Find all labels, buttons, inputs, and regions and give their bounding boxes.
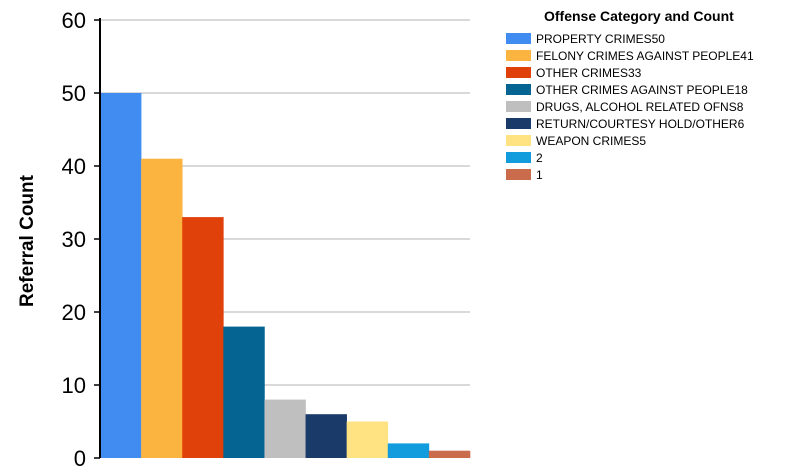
bar bbox=[346, 421, 389, 458]
legend-label: 2 bbox=[536, 150, 543, 165]
bar bbox=[182, 217, 224, 458]
legend-item: OTHER CRIMES AGAINST PEOPLE18 bbox=[506, 81, 790, 98]
legend-swatch bbox=[506, 84, 531, 95]
legend-label: DRUGS, ALCOHOL RELATED OFNS8 bbox=[536, 99, 744, 114]
legend-label: RETURN/COURTESY HOLD/OTHER6 bbox=[536, 116, 745, 131]
legend-label: OTHER CRIMES33 bbox=[536, 65, 642, 80]
legend-swatch bbox=[506, 152, 531, 163]
legend-item: FELONY CRIMES AGAINST PEOPLE41 bbox=[506, 47, 790, 64]
bars bbox=[100, 93, 471, 458]
legend-label: 1 bbox=[536, 167, 543, 182]
legend-item: 1 bbox=[506, 166, 790, 183]
bar bbox=[141, 158, 183, 458]
bar bbox=[428, 450, 471, 458]
legend-swatch bbox=[506, 118, 531, 129]
bar bbox=[387, 443, 430, 458]
legend-swatch bbox=[506, 101, 531, 112]
bar bbox=[305, 414, 347, 458]
legend-swatch bbox=[506, 169, 531, 180]
legend: Offense Category and Count PROPERTY CRIM… bbox=[506, 8, 790, 183]
legend-swatch bbox=[506, 33, 531, 44]
bar bbox=[264, 399, 306, 458]
y-tick-label: 10 bbox=[62, 373, 86, 398]
y-tick-label: 20 bbox=[62, 300, 86, 325]
y-tick-label: 0 bbox=[74, 446, 86, 466]
y-tick-label: 60 bbox=[62, 8, 86, 33]
legend-swatch bbox=[506, 135, 531, 146]
legend-label: PROPERTY CRIMES50 bbox=[536, 31, 665, 46]
bar bbox=[223, 326, 265, 458]
legend-label: OTHER CRIMES AGAINST PEOPLE18 bbox=[536, 82, 748, 97]
legend-swatch bbox=[506, 67, 531, 78]
legend-item: DRUGS, ALCOHOL RELATED OFNS8 bbox=[506, 98, 790, 115]
y-axis-ticks: 0 10 20 30 40 50 60 bbox=[62, 8, 100, 466]
legend-item: RETURN/COURTESY HOLD/OTHER6 bbox=[506, 115, 790, 132]
legend-swatch bbox=[506, 50, 531, 61]
legend-items: PROPERTY CRIMES50 FELONY CRIMES AGAINST P… bbox=[506, 30, 790, 183]
legend-item: 2 bbox=[506, 149, 790, 166]
y-tick-label: 40 bbox=[62, 154, 86, 179]
legend-item: PROPERTY CRIMES50 bbox=[506, 30, 790, 47]
legend-item: OTHER CRIMES33 bbox=[506, 64, 790, 81]
legend-label: FELONY CRIMES AGAINST PEOPLE41 bbox=[536, 48, 754, 63]
bar bbox=[100, 93, 142, 458]
y-axis-label: Referral Count bbox=[17, 174, 38, 307]
y-tick-label: 50 bbox=[62, 81, 86, 106]
legend-item: WEAPON CRIMES5 bbox=[506, 132, 790, 149]
bar-chart: 0 10 20 30 40 50 60 Referral Count bbox=[17, 8, 471, 466]
legend-label: WEAPON CRIMES5 bbox=[536, 133, 647, 148]
y-tick-label: 30 bbox=[62, 227, 86, 252]
legend-title: Offense Category and Count bbox=[544, 8, 734, 24]
